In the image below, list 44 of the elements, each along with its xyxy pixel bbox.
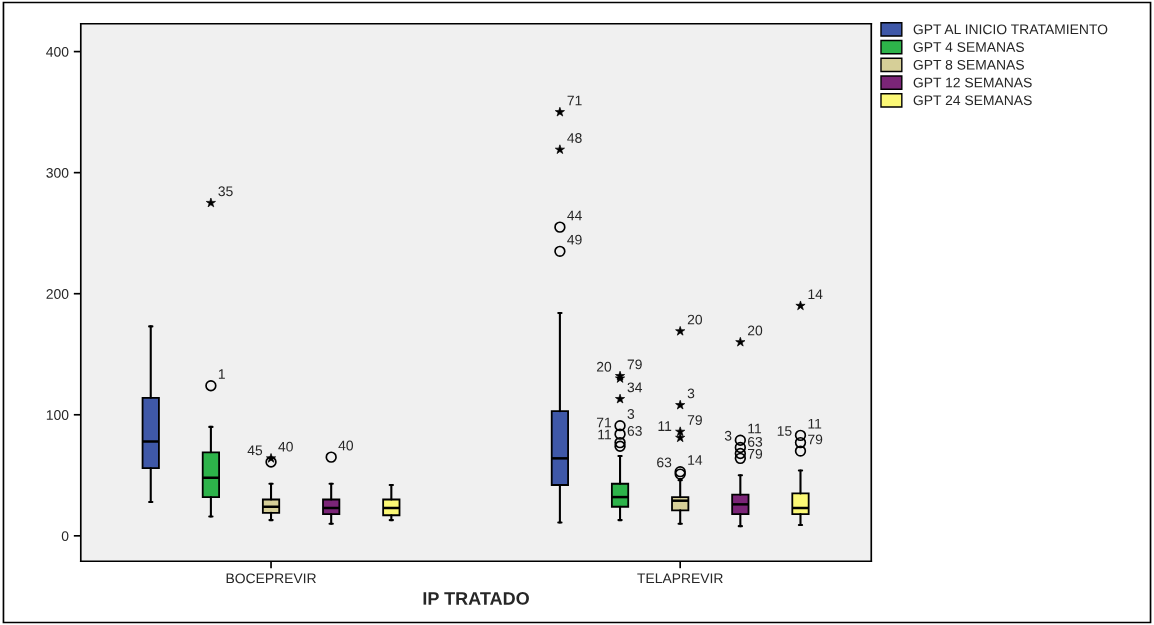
annotation: 71 xyxy=(567,95,582,106)
annotation: 20 xyxy=(687,314,703,325)
annotation: 63 xyxy=(657,457,672,468)
legend-label: GPT 8 SEMANAS xyxy=(913,59,1024,70)
annotation: 63 xyxy=(747,436,763,447)
annotation: 79 xyxy=(748,448,763,459)
annotation: 20 xyxy=(747,325,763,336)
x-axis-title: IP TRATADO xyxy=(423,592,529,605)
annotation: 79 xyxy=(687,415,702,425)
annotation: 63 xyxy=(627,426,642,436)
annotation: 35 xyxy=(218,186,233,197)
annotation: 49 xyxy=(567,234,582,245)
legend-label: GPT 24 SEMANAS xyxy=(913,95,1032,106)
annotation: 34 xyxy=(627,382,643,393)
annotation: 40 xyxy=(338,440,354,451)
annotation: 1 xyxy=(218,369,225,379)
y-tick-label: 200 xyxy=(46,289,69,299)
annotation: 79 xyxy=(808,434,823,445)
annotation: 15 xyxy=(777,426,792,436)
annotation: 14 xyxy=(808,289,823,299)
legend-label: GPT 4 SEMANAS xyxy=(913,42,1024,52)
x-tick-label: TELAPREVIR xyxy=(637,573,723,584)
annotation: 48 xyxy=(567,133,582,143)
annotation: 11 xyxy=(658,421,672,431)
y-tick-label: 400 xyxy=(46,46,69,57)
annotation: 14 xyxy=(688,455,703,465)
legend-label: GPT AL INICIO TRATAMIENTO xyxy=(913,24,1108,35)
y-tick-label: 100 xyxy=(46,410,69,420)
annotation: 3 xyxy=(724,430,732,441)
y-tick-label: 0 xyxy=(61,531,69,541)
legend-label: GPT 12 SEMANAS xyxy=(913,77,1032,88)
annotation: 40 xyxy=(278,441,293,452)
annotation: 11 xyxy=(808,418,822,429)
annotation: 20 xyxy=(596,361,612,372)
annotation: 71 xyxy=(596,417,612,428)
annotation: 44 xyxy=(567,210,582,221)
annotation: 3 xyxy=(627,409,635,419)
annotation: 45 xyxy=(247,445,263,456)
annotation: 3 xyxy=(687,388,695,399)
annotation: 79 xyxy=(627,359,642,370)
y-tick-label: 300 xyxy=(46,167,69,178)
x-tick-label: BOCEPREVIR xyxy=(226,573,316,584)
annotation: 11 xyxy=(598,429,612,440)
annotation: 11 xyxy=(748,423,762,434)
